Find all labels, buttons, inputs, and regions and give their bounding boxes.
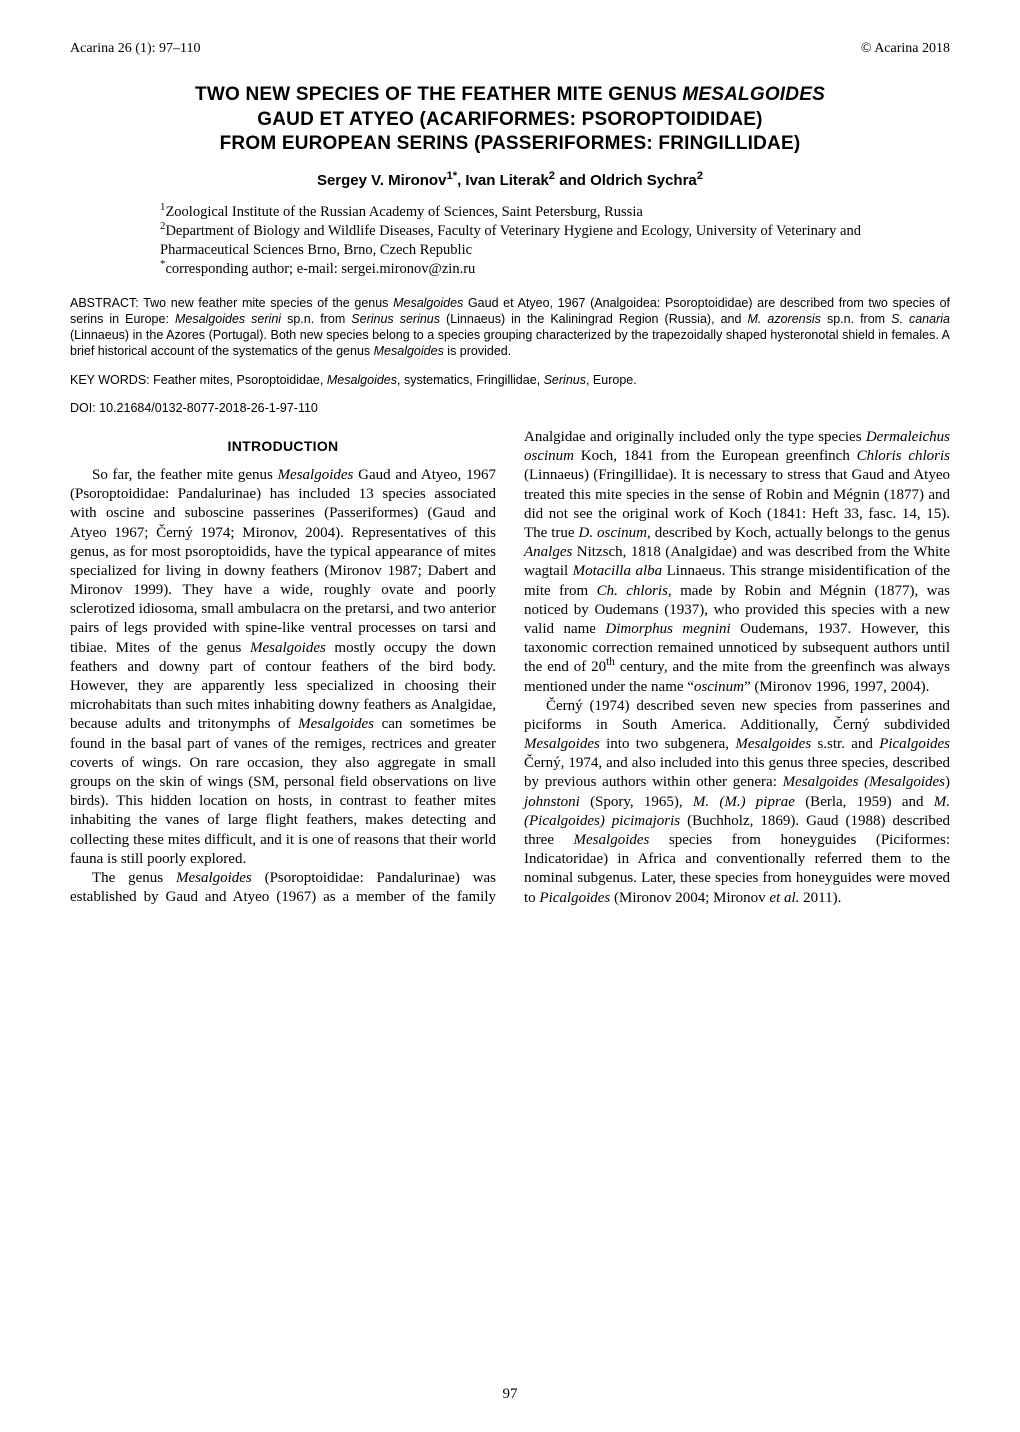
doi-value: 10.21684/0132-8077-2018-26-1-97-110 (99, 401, 318, 415)
title-line3: FROM EUROPEAN SERINS (PASSERIFORMES: FRI… (220, 133, 801, 154)
doi-label: DOI: (70, 401, 99, 415)
body-columns: INTRODUCTION So far, the feather mite ge… (70, 428, 950, 908)
affiliation-1: 1Zoological Institute of the Russian Aca… (160, 203, 910, 222)
paragraph-1: So far, the feather mite genus Mesalgoid… (70, 466, 496, 869)
affiliation-2: 2Department of Biology and Wildlife Dise… (160, 222, 910, 260)
article-title: TWO NEW SPECIES OF THE FEATHER MITE GENU… (70, 83, 950, 157)
header-left: Acarina 26 (1): 97–110 (70, 40, 201, 59)
abstract-text: Two new feather mite species of the genu… (70, 296, 950, 359)
header-right: © Acarina 2018 (861, 40, 950, 59)
corresponding-author: *corresponding author; e-mail: sergei.mi… (160, 260, 910, 279)
paragraph-3: Černý (1974) described seven new species… (524, 697, 950, 908)
title-heading: TWO NEW SPECIES OF THE FEATHER MITE GENU… (70, 83, 950, 157)
title-line1-ital: MESALGOIDES (682, 84, 825, 105)
abstract-label: ABSTRACT: (70, 296, 143, 310)
keywords-label: KEY WORDS: (70, 373, 153, 387)
page-number: 97 (0, 1384, 1020, 1404)
keywords-block: KEY WORDS: Feather mites, Psoroptoididae… (70, 372, 950, 388)
title-line1: TWO NEW SPECIES OF THE FEATHER MITE GENU… (195, 84, 682, 105)
keywords-text: Feather mites, Psoroptoididae, Mesalgoid… (153, 373, 637, 387)
section-heading-introduction: INTRODUCTION (70, 438, 496, 456)
affiliations-block: 1Zoological Institute of the Russian Aca… (160, 203, 910, 278)
title-line2: GAUD ET ATYEO (ACARIFORMES: PSOROPTOIDID… (257, 109, 762, 130)
authors-line: Sergey V. Mironov1*, Ivan Literak2 and O… (70, 171, 950, 191)
running-header: Acarina 26 (1): 97–110 © Acarina 2018 (70, 40, 950, 59)
abstract-block: ABSTRACT: Two new feather mite species o… (70, 295, 950, 360)
doi-block: DOI: 10.21684/0132-8077-2018-26-1-97-110 (70, 400, 950, 416)
